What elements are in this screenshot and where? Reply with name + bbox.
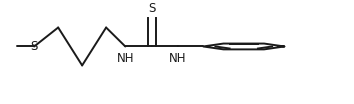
Text: NH: NH: [169, 52, 187, 65]
Text: NH: NH: [116, 52, 134, 65]
Text: S: S: [148, 2, 155, 15]
Text: S: S: [30, 40, 38, 53]
